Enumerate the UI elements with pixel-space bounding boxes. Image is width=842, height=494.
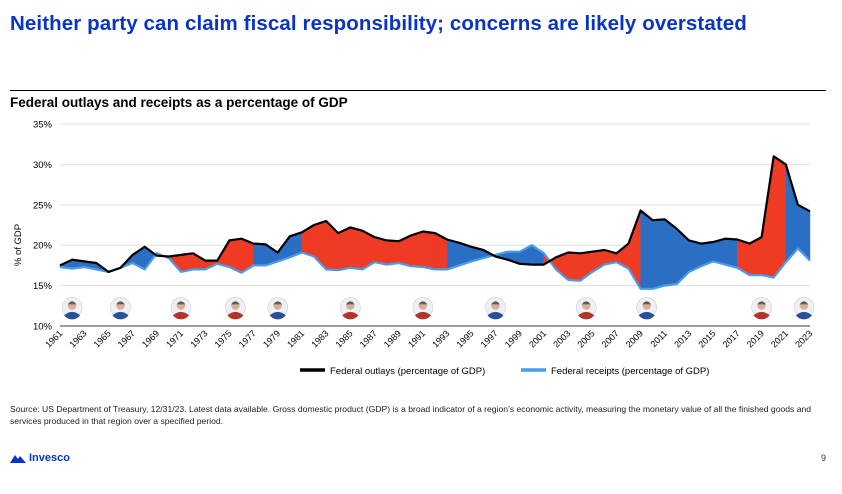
x-tick-label: 1975: [213, 328, 234, 349]
source-note: Source: US Department of Treasury, 12/31…: [10, 404, 812, 426]
deficit-segment-2011: [664, 218, 678, 286]
x-tick-label: 2021: [769, 328, 790, 349]
deficit-segment-1977: [253, 243, 266, 266]
outlays-receipts-chart: 10%15%20%25%30%35% 1961 1963 1965 1967 1969 1…: [13, 120, 815, 378]
y-tick-label: 20%: [33, 241, 53, 252]
x-tick-label: 2023: [793, 328, 814, 349]
portrait-reagan-icon: [340, 297, 361, 320]
x-tick-label: 1967: [116, 328, 137, 349]
x-tick-label: 1981: [285, 328, 306, 349]
x-tick-label: 2011: [648, 328, 669, 349]
x-tick-label: 1985: [334, 328, 355, 349]
x-tick-label: 1977: [237, 328, 258, 349]
y-tick-label: 25%: [33, 200, 53, 211]
deficit-segment-1990: [410, 231, 424, 268]
x-tick-label: 2003: [551, 328, 572, 349]
portrait-johnson-icon: [110, 297, 131, 320]
x-tick-label: 1989: [382, 328, 403, 349]
x-tick-label: 2009: [624, 328, 645, 349]
y-axis-label: % of GDP: [13, 224, 24, 266]
deficit-segment-2009: [640, 210, 653, 290]
x-tick-label: 2001: [527, 328, 548, 349]
x-tick-label: 2005: [575, 328, 596, 349]
deficit-segment-2010: [652, 219, 666, 290]
x-tick-label: 1993: [430, 328, 451, 349]
page-number: 9: [820, 453, 826, 463]
x-tick-label: 2013: [672, 328, 693, 349]
deficit-segment-1987: [374, 236, 387, 265]
x-tick-label: 1979: [261, 328, 282, 349]
header-rule: [10, 90, 826, 91]
deficit-segment-1991: [422, 231, 436, 270]
legend: Federal outlays (percentage of GDP) Feder…: [300, 366, 709, 377]
x-tick-label: 2017: [721, 328, 742, 349]
deficit-segment-2016: [725, 238, 738, 269]
x-tick-label: 1971: [164, 328, 185, 349]
portrait-nixon-icon: [170, 297, 192, 320]
deficit-segment-1985: [350, 227, 363, 270]
invesco-logo: Invesco: [10, 452, 70, 464]
x-tick-label: 1965: [92, 328, 113, 349]
x-tick-label: 2015: [696, 328, 717, 349]
portrait-trump-icon: [751, 297, 772, 320]
deficit-segment-2021: [785, 164, 799, 263]
x-tick-label: 2007: [600, 328, 621, 349]
portrait-carter-icon: [267, 297, 289, 320]
legend-label-receipts: Federal receipts (percentage of GDP): [551, 366, 709, 377]
portrait-clinton-icon: [485, 297, 506, 320]
legend-label-outlays: Federal outlays (percentage of GDP): [330, 366, 485, 377]
receipts-line: [59, 244, 811, 290]
portrait-biden-icon: [793, 297, 815, 320]
invesco-mountain-icon: [10, 455, 26, 463]
x-tick-label: 1995: [454, 328, 475, 349]
deficit-segment-2022: [797, 204, 811, 262]
x-tick-label: 1991: [406, 328, 427, 349]
y-tick-label: 15%: [33, 281, 53, 292]
deficit-segment-2020: [773, 155, 787, 279]
portrait-bush-jr-icon: [575, 297, 597, 320]
x-tick-label: 2019: [745, 328, 766, 349]
y-tick-label: 10%: [33, 322, 53, 333]
logo-text: Invesco: [29, 452, 70, 464]
headline: Neither party can claim fiscal responsib…: [10, 12, 747, 35]
x-tick-label: 1973: [188, 328, 209, 349]
deficit-segment-1984: [338, 227, 351, 271]
deficit-segment-1988: [386, 240, 399, 265]
y-tick-label: 35%: [33, 120, 53, 131]
x-tick-label: 1999: [503, 328, 524, 349]
x-tick-label: 1969: [140, 328, 161, 349]
x-tick-label: 1997: [479, 328, 500, 349]
portrait-bush-sr-icon: [412, 297, 434, 320]
portrait-ford-icon: [225, 297, 246, 320]
chart-title: Federal outlays and receipts as a percen…: [10, 95, 348, 110]
outlays-line: [59, 155, 811, 273]
deficit-segment-2003: [567, 252, 581, 281]
x-tick-label: 1987: [358, 328, 379, 349]
y-tick-label: 30%: [33, 160, 53, 171]
x-tick-label: 1983: [309, 328, 330, 349]
portrait-obama-icon: [636, 297, 657, 320]
x-tick-label: 1963: [67, 328, 88, 349]
portrait-kennedy-icon: [61, 297, 83, 320]
